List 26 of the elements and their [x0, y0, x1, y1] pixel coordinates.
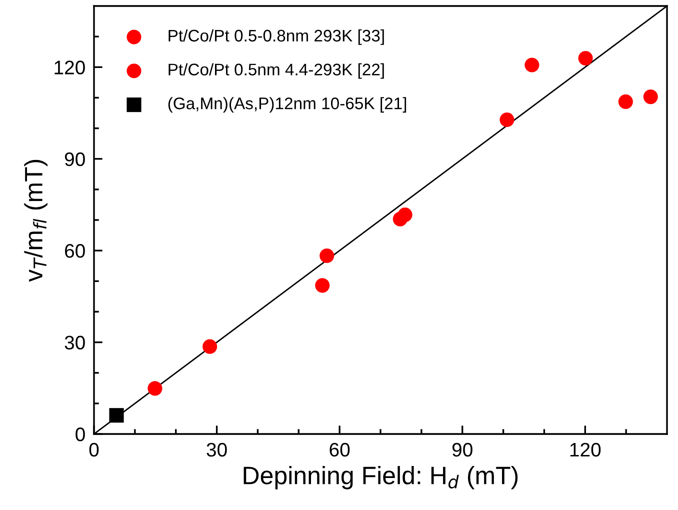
point: [398, 208, 412, 222]
y-tick-label: 120: [54, 60, 85, 74]
point: [524, 58, 540, 72]
x-axis-title: Depinning Field: H$_{d}$ (mT): [244, 466, 518, 490]
legend-label: (Ga,Mn)(As,P)12nm 10-65K [21]: [168, 97, 406, 113]
y-tick-label: 0: [76, 427, 85, 442]
y-tick-label: 30: [64, 336, 85, 350]
point: [578, 50, 593, 66]
point: [643, 90, 658, 104]
point: [148, 381, 162, 396]
point: [500, 112, 514, 128]
legend-label: Pt/Co/Pt 0.5nm 4.4-293K [22]: [168, 63, 384, 79]
x-tick-label: 30: [206, 442, 227, 457]
y-tick-label: 60: [65, 244, 85, 258]
x-tick-label: 90: [452, 442, 472, 457]
x-tick-label: 60: [330, 442, 350, 457]
point: [315, 278, 330, 293]
x-tick-label: 120: [570, 442, 601, 457]
x-tick-label: 0: [89, 442, 99, 457]
point: [202, 339, 218, 354]
point: [618, 94, 633, 109]
point: [109, 408, 124, 423]
legend-label: Pt/Co/Pt 0.5-0.8nm 293K [33]: [168, 29, 384, 45]
y-tick-label: 90: [64, 152, 85, 166]
y-axis-title: v$_{T}$/m$_{fl}$ (mT): [24, 160, 48, 282]
point: [320, 248, 334, 264]
